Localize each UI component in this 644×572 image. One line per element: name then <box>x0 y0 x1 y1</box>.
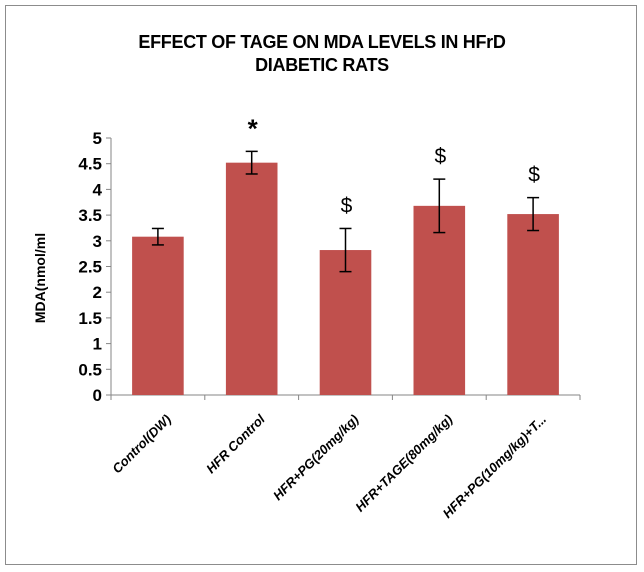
bar <box>132 236 184 395</box>
significance-marker: $ <box>528 164 540 187</box>
chart-title-line-2: DIABETIC RATS <box>255 55 389 75</box>
x-tick-label: HFR+TAGE(80mg/kg) <box>352 412 455 515</box>
y-tick-label: 1.5 <box>78 309 102 328</box>
y-tick-label: 4.5 <box>78 155 102 174</box>
chart-title-line-1: EFFECT OF TAGE ON MDA LEVELS IN HFrD <box>138 32 506 52</box>
y-tick-label: 3 <box>93 232 102 251</box>
y-tick-label: 3.5 <box>78 206 102 225</box>
y-tick-label: 0 <box>93 386 102 405</box>
x-tick-label: Control(DW) <box>109 412 174 477</box>
y-tick-label: 5 <box>93 129 102 148</box>
y-tick-label: 1 <box>93 335 102 354</box>
bar <box>413 205 466 395</box>
x-tick-label: HFR+PG(20mg/kg) <box>270 412 362 504</box>
x-tick-label: HFR Control <box>203 411 268 476</box>
bar <box>319 250 372 395</box>
significance-marker: $ <box>434 145 446 168</box>
x-tick-label: HFR+PG(10mg/kg)+T... <box>440 412 550 522</box>
y-tick-label: 2 <box>93 283 102 302</box>
bar <box>507 214 559 395</box>
y-tick-label: 4 <box>93 180 103 199</box>
bar <box>225 162 278 395</box>
y-tick-label: 0.5 <box>78 360 102 379</box>
significance-marker: $ <box>341 194 353 217</box>
significance-marker: * <box>248 113 259 143</box>
y-tick-label: 2.5 <box>78 258 102 277</box>
